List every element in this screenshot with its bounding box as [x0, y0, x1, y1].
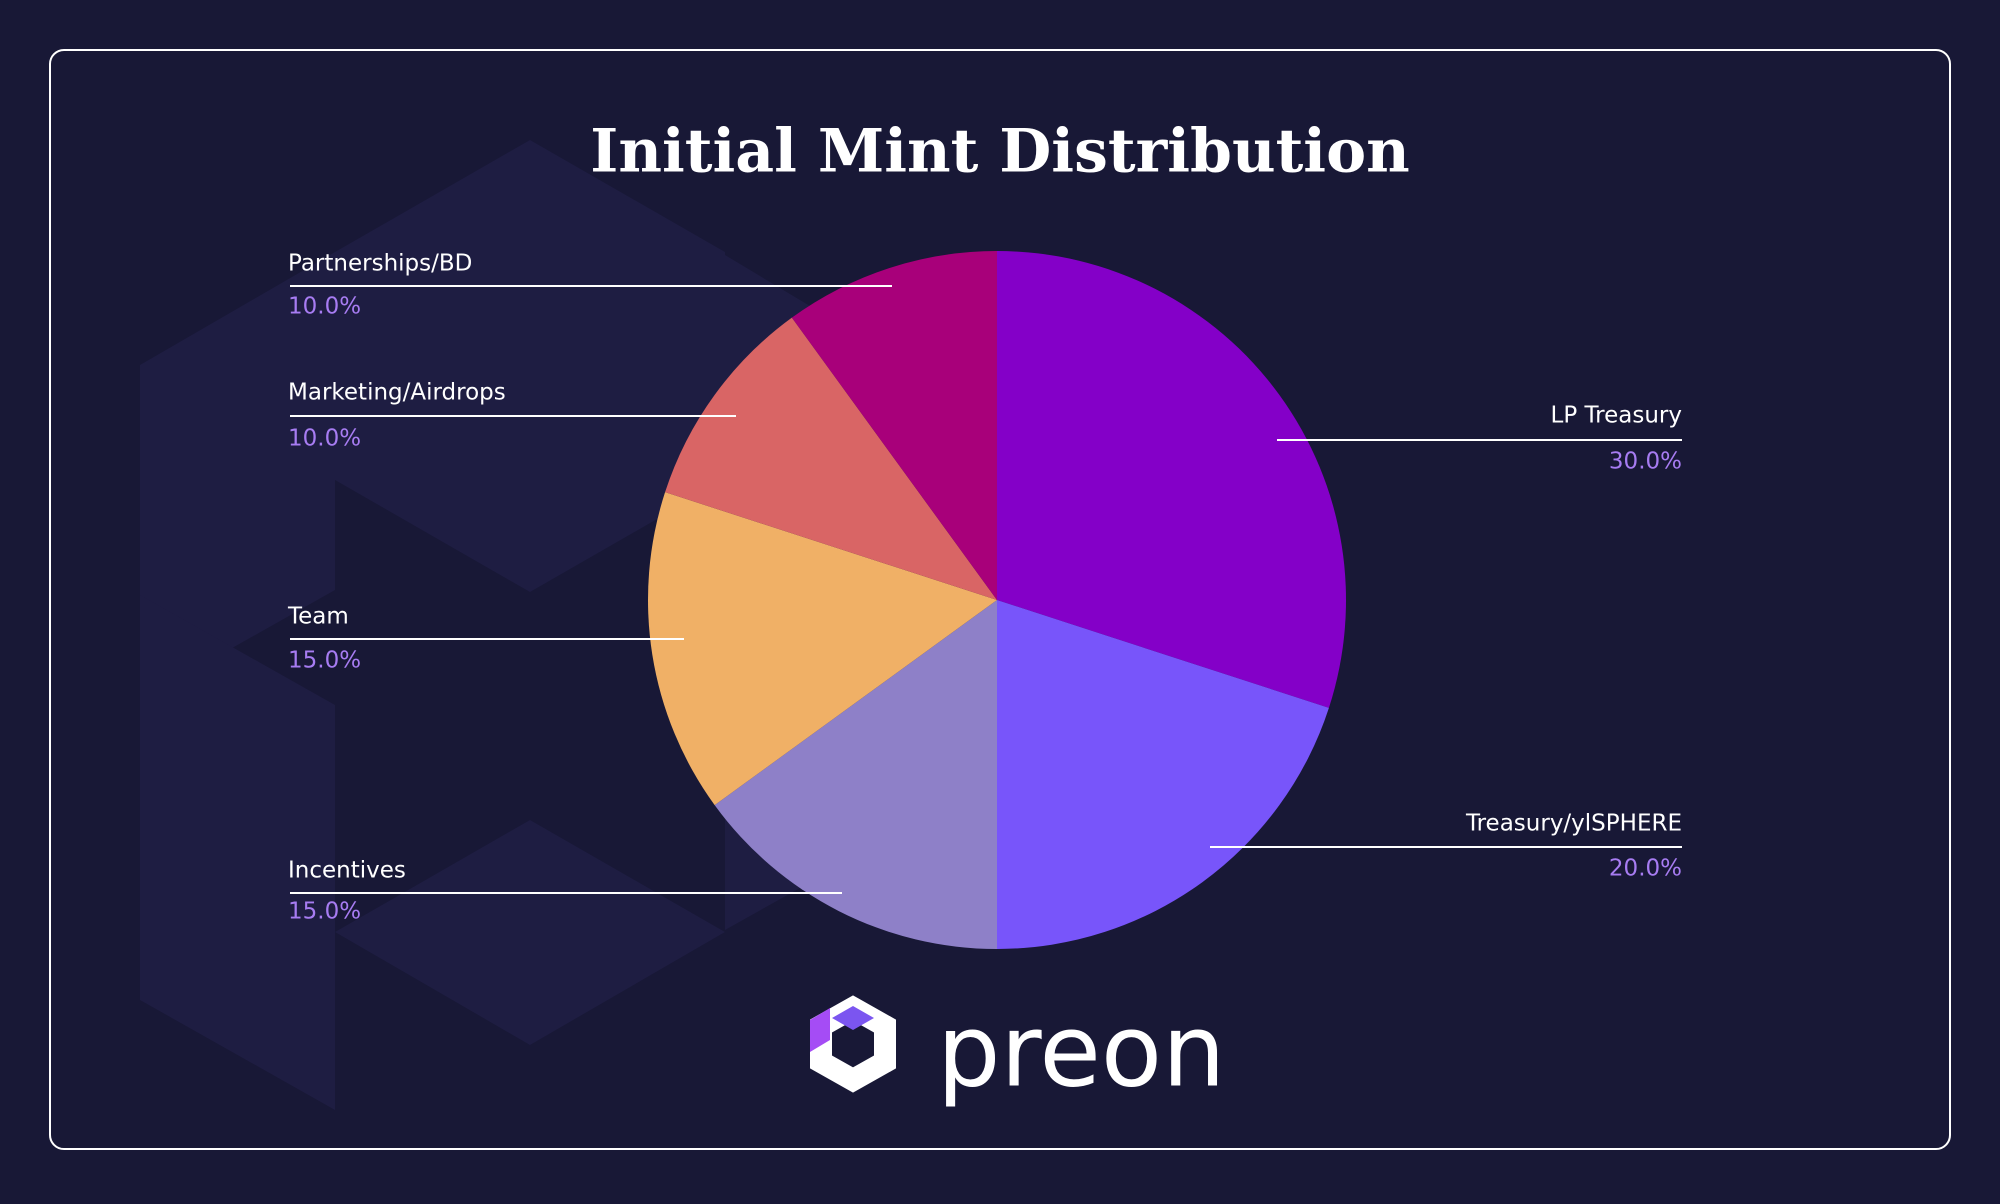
category-label: Incentives: [288, 858, 406, 884]
value-label: 15.0%: [288, 648, 361, 674]
value-label: 20.0%: [1609, 856, 1682, 882]
pie-slice: [714, 600, 997, 949]
category-label: LP Treasury: [1551, 403, 1683, 429]
category-label: Marketing/Airdrops: [288, 380, 506, 406]
hexagon: [335, 140, 725, 592]
category-label: Team: [287, 604, 349, 630]
value-label: 15.0%: [288, 899, 361, 925]
value-label: 30.0%: [1609, 449, 1682, 475]
pie-slice: [997, 600, 1329, 949]
value-label: 10.0%: [288, 426, 361, 452]
logo-text: preon: [937, 992, 1225, 1109]
hexagon-side: [140, 595, 335, 1110]
labels: LP Treasury 30.0% Treasury/ylSPHERE 20.0% In…: [287, 251, 1682, 925]
value-label: 10.0%: [288, 294, 361, 320]
chart-title: Initial Mint Distribution: [590, 117, 1409, 187]
pie-slice: [997, 251, 1347, 708]
frame: [49, 49, 1951, 1150]
hexagon: [335, 820, 725, 1045]
category-label: Partnerships/BD: [288, 251, 472, 277]
category-label: Treasury/ylSPHERE: [1465, 811, 1682, 837]
logo-icon-top: [832, 1006, 874, 1030]
pie-slice: [791, 251, 997, 600]
logo-icon-side: [810, 1008, 830, 1052]
pie-slice: [665, 317, 997, 600]
pie-slice: [648, 492, 997, 806]
logo: preon: [810, 992, 1225, 1109]
pie: [648, 251, 1347, 949]
hexagon-side: [140, 252, 335, 700]
